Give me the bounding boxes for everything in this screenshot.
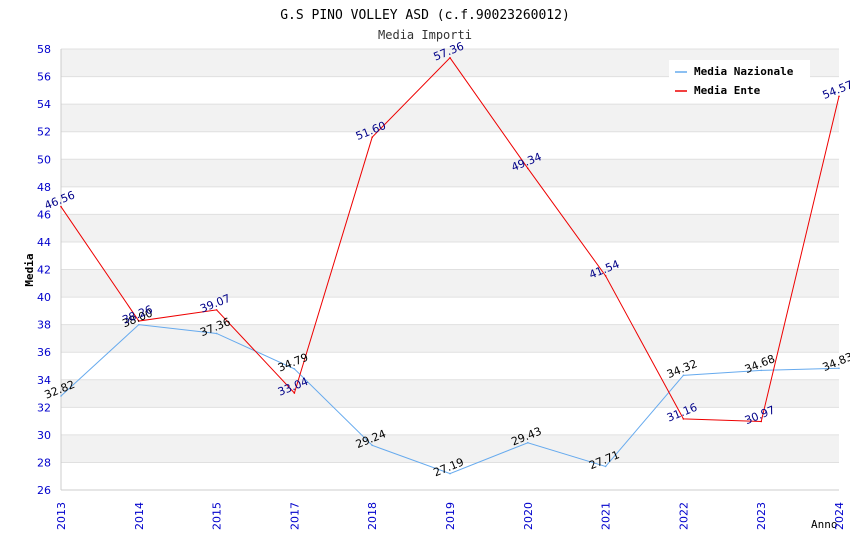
data-point <box>60 205 62 208</box>
x-tick-label: 2013 <box>55 502 68 530</box>
grid-band <box>61 297 839 325</box>
y-tick-label: 38 <box>37 319 51 332</box>
y-tick-label: 52 <box>37 126 51 139</box>
data-point <box>293 368 296 370</box>
data-point <box>527 441 529 444</box>
x-tick-label: 2015 <box>211 502 224 530</box>
grid-band <box>61 214 839 242</box>
grid-band <box>61 324 839 353</box>
grid-band <box>61 241 839 270</box>
data-point <box>371 136 374 138</box>
y-tick-label: 32 <box>37 401 51 414</box>
x-axis-ticks: 2013 2014 2015 2017 2018 2019 2020 2021 2022 2023… <box>55 502 846 530</box>
y-axis-label: Media <box>23 253 36 286</box>
data-point <box>449 472 451 475</box>
data-point <box>215 309 218 311</box>
grid-bands <box>60 48 839 491</box>
grid-band <box>61 269 839 298</box>
data-point <box>371 444 374 447</box>
grid-band <box>61 131 839 160</box>
data-point <box>838 95 840 98</box>
legend-label-media-ente: Media Ente <box>694 84 761 97</box>
x-tick-label: 2018 <box>366 502 379 530</box>
data-point <box>682 418 685 420</box>
legend-box <box>669 60 810 100</box>
data-point <box>293 392 296 394</box>
chart-subtitle: Media Importi <box>378 28 472 42</box>
data-point <box>138 320 140 322</box>
y-tick-label: 26 <box>37 484 51 497</box>
x-tick-label: 2014 <box>133 502 146 530</box>
data-point <box>760 369 762 372</box>
grid-band <box>61 159 839 187</box>
x-tick-label: 2017 <box>288 502 301 530</box>
grid-band <box>61 462 839 490</box>
y-tick-label: 30 <box>37 429 51 442</box>
data-point <box>682 374 685 377</box>
grid-band <box>61 407 839 435</box>
data-point <box>527 167 529 170</box>
y-tick-label: 58 <box>37 43 51 56</box>
grid-band <box>61 434 839 463</box>
y-tick-label: 34 <box>37 374 51 387</box>
series-group <box>60 57 840 475</box>
y-tick-label: 56 <box>37 71 51 84</box>
y-tick-label: 54 <box>37 98 51 111</box>
grid-band <box>61 104 839 132</box>
x-tick-label: 2021 <box>600 502 613 530</box>
y-tick-label: 28 <box>37 456 51 469</box>
data-point <box>604 275 607 277</box>
y-tick-label: 40 <box>37 291 51 304</box>
grid-band <box>61 379 839 408</box>
y-tick-label: 36 <box>37 346 51 359</box>
y-tick-label: 48 <box>37 181 51 194</box>
y-tick-label: 50 <box>37 153 51 166</box>
x-tick-label: 2023 <box>755 502 768 530</box>
x-tick-label: 2019 <box>444 502 457 530</box>
y-axis-ticks: 26 28 30 32 34 36 38 40 42 44 46 48 50 52 54 56 58 <box>37 43 51 497</box>
y-tick-label: 42 <box>37 264 51 277</box>
data-point <box>60 395 62 397</box>
data-point <box>138 323 140 326</box>
legend-label-media-nazionale: Media Nazionale <box>694 65 794 78</box>
grid-band <box>61 352 839 380</box>
data-point <box>604 465 607 468</box>
data-point <box>449 57 451 59</box>
grid-band <box>61 186 839 215</box>
y-tick-label: 44 <box>37 236 51 249</box>
data-point <box>760 420 762 423</box>
legend: Media Nazionale Media Ente <box>669 60 810 100</box>
x-tick-label: 2020 <box>522 502 535 530</box>
data-point <box>838 367 840 370</box>
y-tick-label: 46 <box>37 208 51 221</box>
chart-title: G.S PINO VOLLEY ASD (c.f.90023260012) <box>280 8 570 23</box>
x-tick-label: 2024 <box>833 502 846 530</box>
x-axis-label: Anno <box>811 518 838 531</box>
data-point <box>215 332 218 335</box>
x-tick-label: 2022 <box>677 502 690 530</box>
